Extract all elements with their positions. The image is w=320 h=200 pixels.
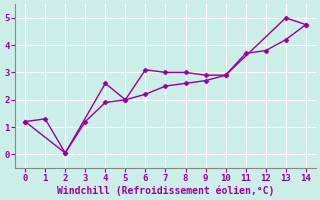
X-axis label: Windchill (Refroidissement éolien,°C): Windchill (Refroidissement éolien,°C) bbox=[57, 185, 274, 196]
